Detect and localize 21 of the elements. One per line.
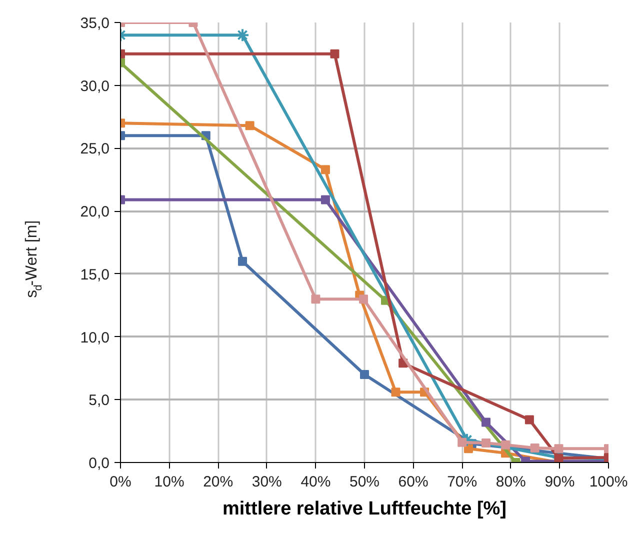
- x-axis-title: mittlere relative Luftfeuchte [%]: [222, 498, 506, 520]
- x-tick-label: 10%: [154, 474, 184, 490]
- y-tick-label: 5,0: [88, 392, 110, 410]
- x-tick-label: 60%: [398, 474, 428, 490]
- y-axis-title: sd-Wert [m]: [24, 220, 44, 298]
- y-tick-label: 30,0: [80, 78, 110, 95]
- x-tick-label: 90%: [544, 474, 575, 490]
- x-tick-label: 50%: [349, 474, 380, 490]
- x-tick-label: 20%: [203, 474, 234, 490]
- y-tick-label: 10,0: [80, 329, 110, 346]
- x-tick-label: 0%: [110, 474, 132, 490]
- x-tick-label: 100%: [589, 474, 628, 490]
- y-tick-label: 15,0: [80, 266, 110, 284]
- y-tick-label: 35,0: [80, 15, 110, 32]
- x-tick-label: 40%: [300, 474, 331, 490]
- y-tick-label: 25,0: [80, 140, 110, 158]
- y-tick-label: 0,0: [88, 455, 110, 472]
- x-tick-label: 30%: [252, 474, 282, 490]
- y-tick-label: 20,0: [80, 204, 110, 221]
- x-tick-label: 80%: [496, 474, 526, 490]
- x-tick-label: 70%: [447, 474, 478, 490]
